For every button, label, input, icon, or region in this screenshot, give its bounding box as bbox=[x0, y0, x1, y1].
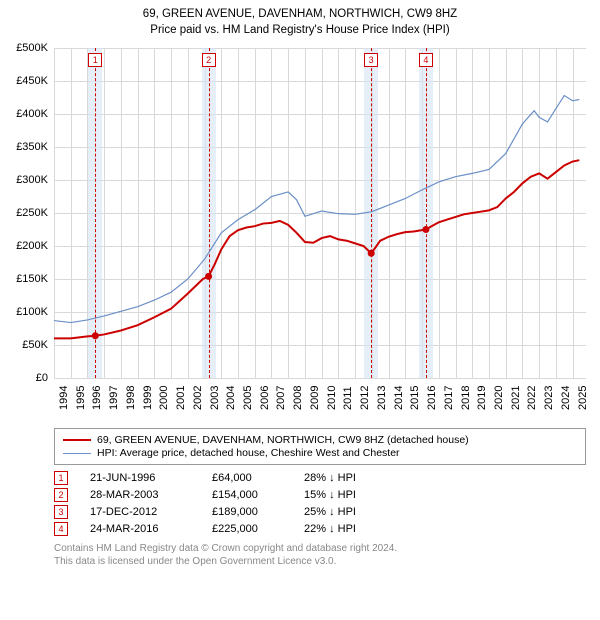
x-axis-label: 2020 bbox=[493, 386, 509, 410]
transaction-date: 28-MAR-2003 bbox=[90, 489, 190, 501]
transaction-marker: 3 bbox=[54, 505, 68, 519]
legend-label: 69, GREEN AVENUE, DAVENHAM, NORTHWICH, C… bbox=[97, 434, 469, 446]
price-chart: £0 £50K £100K £150K £200K £250K £300K £350K £400… bbox=[10, 42, 590, 422]
y-axis-label: £50K bbox=[8, 339, 48, 351]
marker-dot bbox=[368, 250, 375, 257]
marker-dot bbox=[205, 273, 212, 280]
x-axis-label: 2007 bbox=[275, 386, 291, 410]
chart-title: 69, GREEN AVENUE, DAVENHAM, NORTHWICH, C… bbox=[10, 6, 590, 38]
x-axis-label: 2010 bbox=[326, 386, 342, 410]
x-axis-label: 2019 bbox=[476, 386, 492, 410]
chart-series bbox=[54, 48, 586, 378]
x-axis-label: 2004 bbox=[225, 386, 241, 410]
series-hpi bbox=[54, 96, 579, 323]
marker-dot bbox=[422, 226, 429, 233]
footer-line-1: Contains HM Land Registry data © Crown c… bbox=[54, 542, 586, 555]
legend: 69, GREEN AVENUE, DAVENHAM, NORTHWICH, C… bbox=[54, 428, 586, 465]
transaction-price: £64,000 bbox=[212, 472, 282, 484]
x-axis-label: 1998 bbox=[125, 386, 141, 410]
footer-line-2: This data is licensed under the Open Gov… bbox=[54, 555, 586, 568]
transaction-marker: 4 bbox=[54, 522, 68, 536]
series-property bbox=[54, 160, 579, 338]
x-axis-label: 2016 bbox=[426, 386, 442, 410]
transaction-row: 2 28-MAR-2003 £154,000 15% ↓ HPI bbox=[54, 488, 586, 502]
x-axis-label: 2015 bbox=[409, 386, 425, 410]
transaction-diff: 15% ↓ HPI bbox=[304, 489, 394, 501]
x-axis-label: 2000 bbox=[158, 386, 174, 410]
transactions-table: 1 21-JUN-1996 £64,000 28% ↓ HPI 2 28-MAR-2003… bbox=[54, 471, 586, 536]
x-axis-label: 1996 bbox=[91, 386, 107, 410]
transaction-date: 21-JUN-1996 bbox=[90, 472, 190, 484]
legend-swatch bbox=[63, 439, 91, 441]
x-axis-label: 2002 bbox=[192, 386, 208, 410]
legend-swatch bbox=[63, 453, 91, 454]
y-axis-label: £0 bbox=[8, 372, 48, 384]
transaction-row: 3 17-DEC-2012 £189,000 25% ↓ HPI bbox=[54, 505, 586, 519]
x-axis-label: 1997 bbox=[108, 386, 124, 410]
x-axis-label: 2025 bbox=[577, 386, 593, 410]
transaction-row: 4 24-MAR-2016 £225,000 22% ↓ HPI bbox=[54, 522, 586, 536]
y-axis-label: £350K bbox=[8, 141, 48, 153]
y-axis-label: £300K bbox=[8, 174, 48, 186]
x-axis-label: 2012 bbox=[359, 386, 375, 410]
title-line-1: 69, GREEN AVENUE, DAVENHAM, NORTHWICH, C… bbox=[10, 6, 590, 22]
legend-label: HPI: Average price, detached house, Ches… bbox=[97, 447, 400, 459]
x-axis-label: 2014 bbox=[393, 386, 409, 410]
y-axis-label: £250K bbox=[8, 207, 48, 219]
y-axis-label: £100K bbox=[8, 306, 48, 318]
transaction-date: 17-DEC-2012 bbox=[90, 506, 190, 518]
legend-item: HPI: Average price, detached house, Ches… bbox=[63, 447, 577, 459]
transaction-date: 24-MAR-2016 bbox=[90, 523, 190, 535]
x-axis-label: 2018 bbox=[460, 386, 476, 410]
x-axis-label: 2011 bbox=[342, 387, 358, 411]
x-axis-label: 2017 bbox=[443, 386, 459, 410]
y-axis-label: £450K bbox=[8, 75, 48, 87]
transaction-price: £189,000 bbox=[212, 506, 282, 518]
transaction-marker: 1 bbox=[54, 471, 68, 485]
x-axis-label: 2013 bbox=[376, 386, 392, 410]
transaction-price: £154,000 bbox=[212, 489, 282, 501]
legend-item: 69, GREEN AVENUE, DAVENHAM, NORTHWICH, C… bbox=[63, 434, 577, 446]
x-axis-label: 2008 bbox=[292, 386, 308, 410]
x-axis-label: 2003 bbox=[209, 386, 225, 410]
transaction-price: £225,000 bbox=[212, 523, 282, 535]
x-axis-label: 2024 bbox=[560, 386, 576, 410]
x-axis-label: 2006 bbox=[259, 386, 275, 410]
y-axis-label: £500K bbox=[8, 42, 48, 54]
y-axis-label: £200K bbox=[8, 240, 48, 252]
x-axis-label: 2021 bbox=[510, 386, 526, 410]
x-axis-label: 1999 bbox=[142, 386, 158, 410]
transaction-diff: 22% ↓ HPI bbox=[304, 523, 394, 535]
marker-dot bbox=[92, 332, 99, 339]
x-axis-label: 2009 bbox=[309, 386, 325, 410]
transaction-row: 1 21-JUN-1996 £64,000 28% ↓ HPI bbox=[54, 471, 586, 485]
title-line-2: Price paid vs. HM Land Registry's House … bbox=[10, 22, 590, 38]
footer-attribution: Contains HM Land Registry data © Crown c… bbox=[54, 542, 586, 568]
x-axis-label: 2005 bbox=[242, 386, 258, 410]
gridline-h bbox=[54, 378, 586, 379]
x-axis-label: 2023 bbox=[543, 386, 559, 410]
transaction-diff: 28% ↓ HPI bbox=[304, 472, 394, 484]
x-axis-label: 1995 bbox=[75, 386, 91, 410]
y-axis-label: £400K bbox=[8, 108, 48, 120]
x-axis-label: 2001 bbox=[175, 386, 191, 410]
y-axis-label: £150K bbox=[8, 273, 48, 285]
x-axis-label: 1994 bbox=[58, 386, 74, 410]
x-axis-label: 2022 bbox=[526, 386, 542, 410]
transaction-marker: 2 bbox=[54, 488, 68, 502]
transaction-diff: 25% ↓ HPI bbox=[304, 506, 394, 518]
